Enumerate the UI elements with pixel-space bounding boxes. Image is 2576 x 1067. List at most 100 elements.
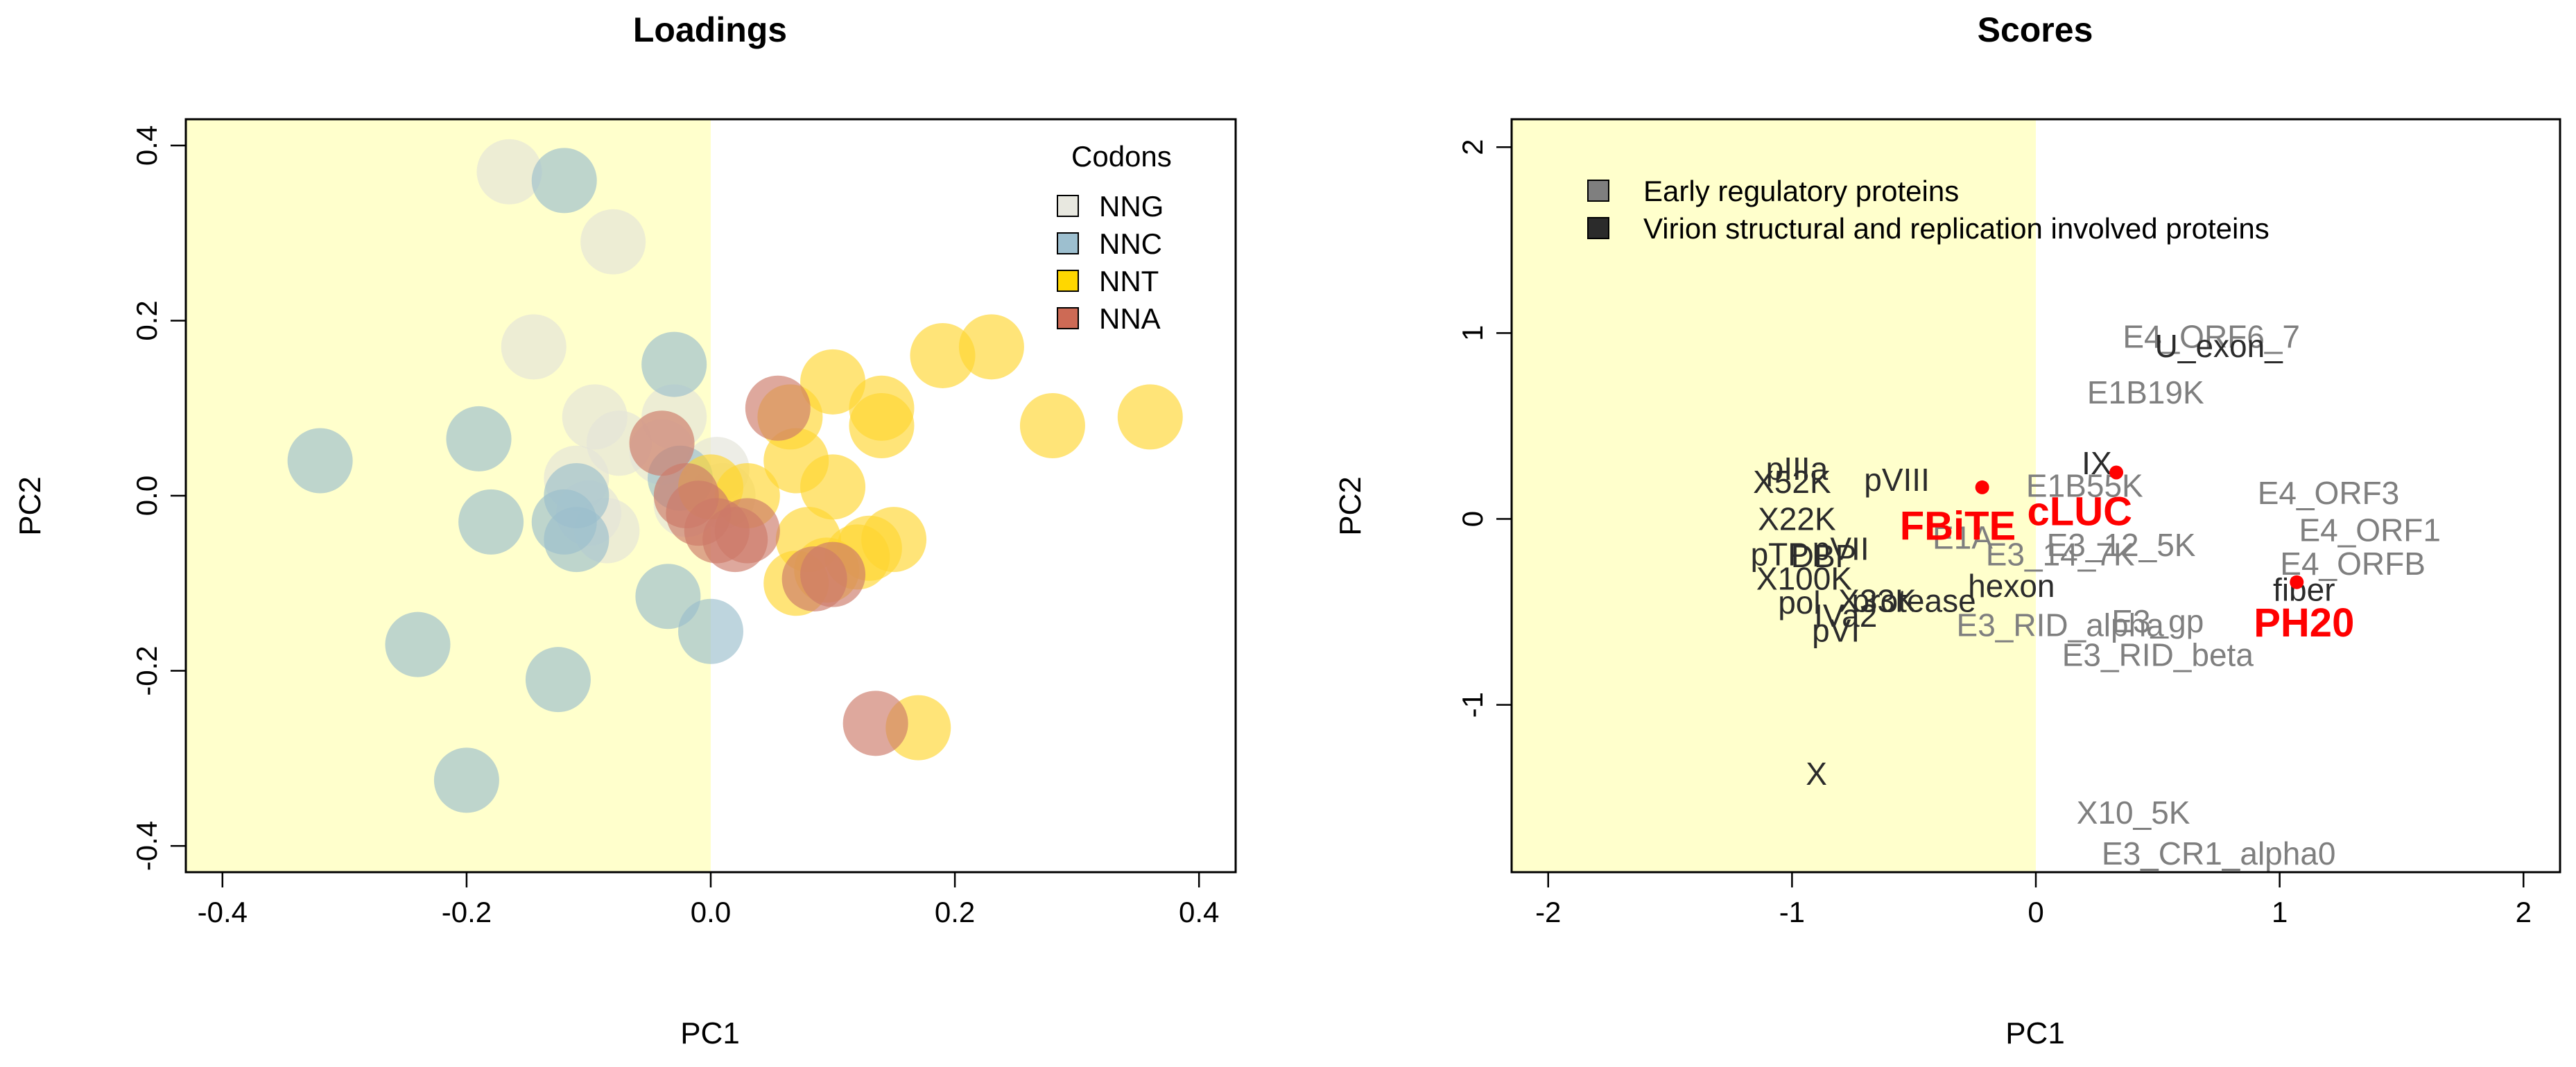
x-tick-label: -0.4	[198, 896, 248, 928]
point-nnc	[385, 611, 451, 677]
legend-swatch	[1587, 217, 1609, 239]
score-label: X22K	[1758, 501, 1836, 537]
point-nnc	[458, 489, 524, 555]
point-nna	[714, 498, 780, 564]
point-nng	[501, 314, 567, 380]
point-nnt	[1019, 392, 1085, 458]
plot-frame	[1510, 118, 2561, 874]
score-label: fiber	[2273, 571, 2335, 607]
highlight-point	[2290, 575, 2304, 589]
y-tick-label: -0.4	[130, 821, 163, 871]
x-tick-label: 0	[2028, 896, 2043, 928]
score-label: X	[1806, 756, 1827, 792]
point-nnt	[800, 349, 866, 415]
point-nnt	[849, 392, 915, 458]
score-label: X33K	[1838, 583, 1917, 619]
highlight-point	[1975, 480, 1989, 494]
y-tick-label: 0.4	[130, 125, 163, 166]
score-label: pVIII	[1864, 462, 1930, 498]
score-label: E3_RID_alpha	[1957, 607, 2165, 643]
x-tick-label: -1	[1779, 896, 1805, 928]
y-tick-label: 0.2	[130, 300, 163, 340]
score-label: IX	[2082, 445, 2111, 481]
y-tick-label: 2	[1456, 139, 1489, 155]
score-label: U_exon_	[2155, 328, 2284, 364]
scores-ylabel: PC2	[1333, 476, 1367, 536]
point-nna	[745, 375, 811, 441]
score-label: E4_ORF3	[2258, 475, 2400, 511]
score-label: E3_CR1_alpha0	[2102, 835, 2336, 871]
point-nnt	[800, 454, 866, 520]
point-nnc	[433, 747, 499, 813]
legend-title: Codons	[1071, 140, 1172, 173]
legend-swatch	[1057, 232, 1079, 254]
score-label: DBP	[1791, 538, 1857, 574]
score-label: pVII	[1813, 530, 1869, 566]
loadings-panel: Loadings PC1 PC2 -0.4 -0.2 0.0 0.2 0.4 -0.4 -0…	[13, 10, 1237, 1050]
point-nng	[580, 209, 646, 275]
legend-swatch	[1587, 180, 1609, 202]
scores-title: Scores	[1978, 10, 2093, 49]
score-label: hexon	[1968, 568, 2055, 604]
score-label: E4_ORFB	[2280, 546, 2426, 582]
score-label: E3_gp	[2111, 603, 2204, 639]
scores-panel: Scores PC1 PC2 -2 -1 0 1 2 -1 0 1 2 E4_ORF6_7 E1B1…	[1333, 10, 2561, 1050]
legend-label: NNA	[1099, 302, 1161, 335]
point-nnc	[446, 406, 512, 471]
point-nng	[476, 139, 542, 205]
scores-xlabel: PC1	[2005, 1016, 2065, 1050]
highlight-label: FBiTE	[1900, 504, 2016, 549]
legend-label: NNT	[1099, 265, 1159, 297]
score-label: X52K	[1753, 464, 1831, 500]
legend-swatch	[1057, 307, 1079, 329]
score-label: IVa2	[1814, 598, 1877, 634]
score-label: X100K	[1756, 560, 1852, 596]
score-label: E4_ORF1	[2299, 512, 2441, 548]
loadings-ylabel: PC2	[13, 476, 47, 536]
loadings-xlabel: PC1	[680, 1016, 740, 1050]
x-tick-label: 0.2	[935, 896, 975, 928]
x-tick-label: 2	[2516, 896, 2532, 928]
point-nna	[781, 546, 847, 611]
x-tick-label: -2	[1535, 896, 1561, 928]
score-label: E3_RID_beta	[2062, 636, 2254, 673]
point-nna	[629, 410, 695, 476]
point-nnt	[1117, 384, 1183, 450]
legend-label: NNC	[1099, 227, 1162, 260]
score-label: E3_12_5K	[2047, 527, 2196, 563]
y-tick-label: -1	[1456, 692, 1489, 718]
point-nnt	[958, 314, 1024, 380]
point-nnc	[678, 598, 743, 664]
legend-label: Virion structural and replication involv…	[1643, 212, 2270, 245]
score-label: pVI	[1812, 612, 1860, 648]
legend-label: NNG	[1099, 190, 1164, 223]
x-tick-label: 0.4	[1179, 896, 1219, 928]
score-label: pol	[1778, 584, 1820, 621]
score-label: pTP	[1751, 536, 1809, 572]
point-nnc	[287, 428, 353, 494]
score-label: E1B55K	[2026, 467, 2143, 503]
highlight-label: PH20	[2254, 600, 2354, 645]
score-label: E3_14_7K	[1986, 536, 2135, 572]
shaded-region	[1512, 119, 2036, 872]
legend-swatch	[1057, 195, 1079, 217]
y-tick-label: 0	[1456, 511, 1489, 527]
point-nnc	[531, 489, 597, 555]
legend-label: Early regulatory proteins	[1643, 175, 1959, 207]
y-tick-label: 0.0	[130, 476, 163, 516]
point-nnc	[525, 647, 591, 713]
score-label: X10_5K	[2077, 795, 2190, 831]
highlight-point	[2109, 465, 2124, 480]
score-label: pIIIa	[1766, 451, 1829, 487]
point-nna	[842, 691, 908, 756]
score-label: E1B19K	[2087, 374, 2204, 410]
point-nnc	[641, 331, 707, 397]
highlight-label: cLUC	[2028, 489, 2132, 534]
point-nnt	[910, 322, 976, 388]
loadings-title: Loadings	[633, 10, 787, 49]
y-tick-label: 1	[1456, 325, 1489, 341]
y-tick-label: -0.2	[130, 645, 163, 695]
legend-swatch	[1057, 270, 1079, 292]
score-label: E1A	[1933, 519, 1993, 555]
